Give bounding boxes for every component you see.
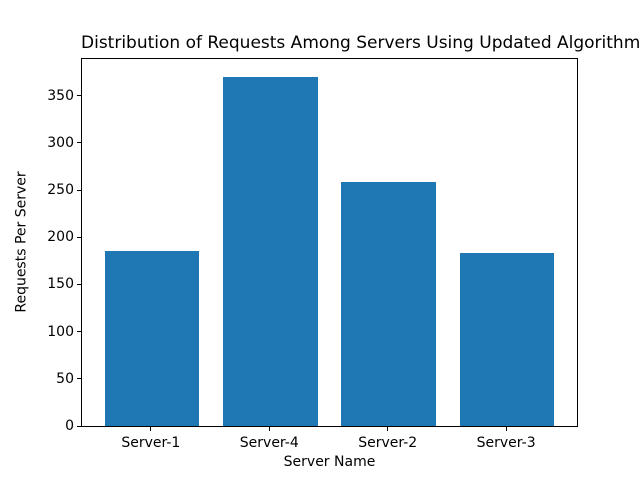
y-tick-mark: [77, 425, 81, 427]
x-tick-label: Server-2: [358, 435, 418, 451]
y-tick-mark: [77, 378, 81, 380]
chart-title: Distribution of Requests Among Servers U…: [81, 33, 640, 53]
bar-server-4: [222, 76, 318, 426]
x-tick-mark: [505, 427, 507, 431]
y-tick-mark: [77, 142, 81, 144]
bar-server-1: [104, 250, 200, 426]
y-tick-mark: [77, 189, 81, 191]
y-tick-label: 0: [65, 418, 74, 434]
x-tick-mark: [387, 427, 389, 431]
y-tick-label: 50: [56, 370, 74, 387]
y-tick-mark: [77, 95, 81, 97]
plot-area: [81, 58, 578, 427]
x-tick-label: Server-3: [476, 435, 536, 451]
y-tick-mark: [77, 236, 81, 238]
x-tick-label: Server-1: [121, 435, 181, 451]
y-tick-label: 250: [47, 182, 74, 199]
y-tick-label: 100: [47, 323, 74, 340]
x-tick-mark: [268, 427, 270, 431]
x-tick-mark: [150, 427, 152, 431]
y-tick-mark: [77, 283, 81, 285]
bar-server-2: [341, 181, 437, 426]
y-tick-label: 200: [47, 229, 74, 246]
bar-server-3: [459, 253, 555, 426]
x-tick-label: Server-4: [239, 435, 299, 451]
y-tick-mark: [77, 331, 81, 333]
x-axis-label: Server Name: [283, 454, 376, 470]
y-tick-label: 150: [47, 276, 74, 293]
y-tick-label: 300: [47, 134, 74, 151]
y-tick-label: 350: [47, 87, 74, 104]
